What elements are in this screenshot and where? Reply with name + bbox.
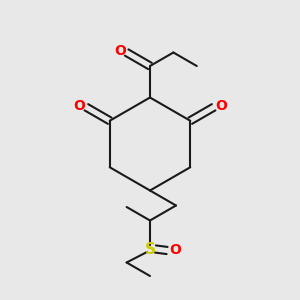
Text: S: S [145, 242, 155, 256]
Text: O: O [114, 44, 126, 58]
Text: O: O [215, 99, 227, 113]
Text: O: O [169, 244, 181, 257]
Text: O: O [73, 99, 85, 113]
